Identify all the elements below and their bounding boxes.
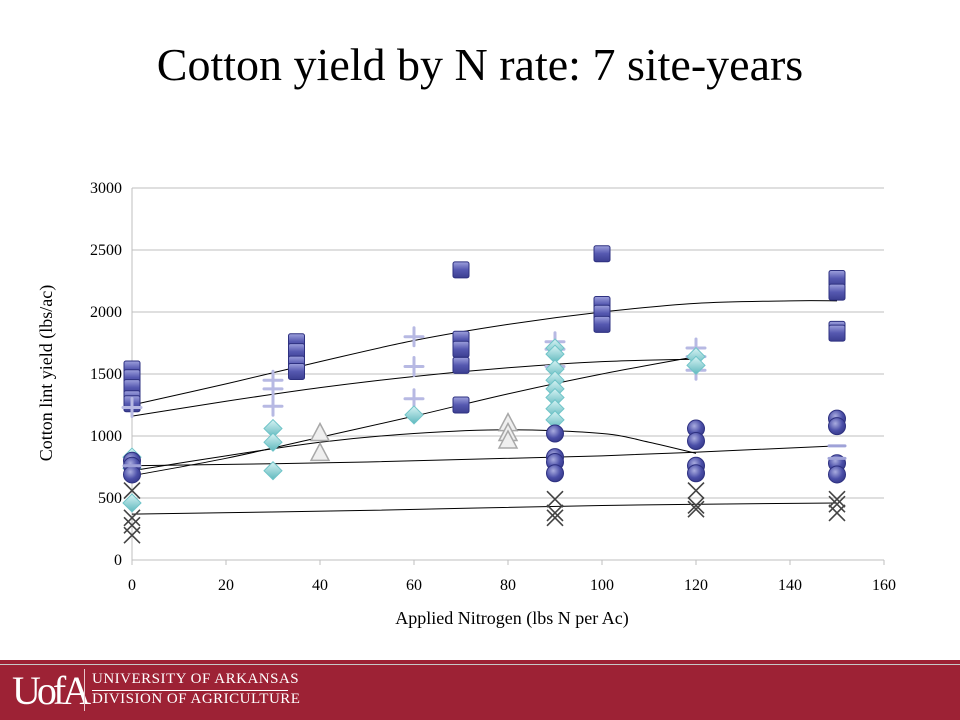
triangle-marker	[497, 429, 519, 449]
x-marker	[687, 481, 705, 500]
diamond-marker	[686, 355, 706, 376]
x-tick-label: 100	[590, 577, 614, 594]
y-tick-label: 2500	[90, 242, 122, 259]
slide-title: Cotton yield by N rate: 7 site-years	[156, 39, 804, 90]
x-marker	[828, 504, 846, 522]
trend-line	[131, 502, 838, 515]
x-marker	[828, 495, 846, 513]
trend-line	[131, 300, 838, 406]
square-marker	[828, 283, 846, 301]
university-logo: UofA	[12, 668, 91, 713]
x-marker	[123, 509, 141, 527]
x-tick-label: 60	[406, 577, 422, 594]
square-marker	[452, 396, 470, 414]
circle-marker	[687, 464, 705, 483]
data-points	[121, 245, 847, 544]
x-tick-label: 120	[684, 577, 708, 594]
circle-marker	[828, 417, 846, 436]
square-marker	[593, 245, 611, 263]
circle-marker	[123, 465, 141, 484]
trend-line	[131, 445, 838, 467]
diamond-marker	[122, 493, 142, 513]
diamond-marker	[263, 461, 283, 481]
trend-lines	[131, 300, 838, 515]
scatter-chart: 0 500 1000 1500 2000 2500 3000 0 20 40 60 80 100 120 1…	[36, 180, 896, 629]
x-axis-title: Applied Nitrogen (lbs N per Ac)	[395, 608, 628, 629]
footer-rule	[92, 690, 288, 691]
axes: 0 500 1000 1500 2000 2500 3000 0 20 40 60 80 100 120 1…	[90, 180, 896, 594]
y-tick-label: 0	[114, 552, 122, 569]
division-name: DIVISION OF AGRICULTURE	[92, 691, 301, 707]
square-marker	[452, 356, 470, 374]
footer-banner: UofA UNIVERSITY OF ARKANSAS DIVISION OF …	[0, 660, 960, 720]
x-marker	[828, 490, 846, 508]
y-tick-label: 500	[98, 490, 122, 507]
x-tick-label: 140	[778, 577, 802, 594]
diamond-marker	[404, 405, 424, 425]
plus-marker	[403, 356, 425, 378]
plus-marker	[121, 396, 143, 418]
x-tick-label: 20	[218, 577, 234, 594]
x-tick-label: 80	[500, 577, 516, 594]
x-marker	[123, 526, 141, 544]
square-marker	[593, 315, 611, 333]
plus-marker	[262, 378, 284, 400]
plus-marker	[403, 326, 425, 348]
trend-line	[131, 429, 697, 472]
x-marker	[546, 509, 564, 527]
x-marker	[687, 496, 705, 515]
y-tick-label: 1500	[90, 366, 122, 383]
x-tick-label: 0	[128, 577, 136, 594]
y-tick-label: 1000	[90, 428, 122, 445]
y-tick-label: 2000	[90, 304, 122, 321]
square-marker	[452, 261, 470, 279]
y-axis-title: Cotton lint yield (lbs/ac)	[36, 285, 57, 461]
circle-marker	[687, 431, 705, 450]
logo-separator	[84, 669, 85, 711]
triangle-marker	[309, 441, 331, 462]
plus-marker	[403, 388, 425, 410]
plus-marker	[262, 395, 284, 417]
y-tick-label: 3000	[90, 180, 122, 197]
square-marker	[452, 340, 470, 358]
x-tick-label: 160	[872, 577, 896, 594]
circle-marker	[546, 464, 564, 483]
footer-divider	[0, 664, 960, 665]
diamond-marker	[263, 432, 283, 452]
x-marker	[123, 481, 141, 500]
x-marker	[546, 504, 564, 522]
plot-area	[132, 187, 884, 499]
university-name: UNIVERSITY OF ARKANSAS	[92, 671, 300, 687]
x-marker	[546, 490, 564, 508]
x-tick-label: 40	[312, 577, 328, 594]
triangle-marker	[309, 421, 331, 442]
circle-marker	[546, 424, 564, 443]
square-marker	[828, 324, 846, 342]
square-marker	[288, 363, 305, 381]
x-marker	[687, 500, 705, 518]
circle-marker	[828, 465, 846, 484]
